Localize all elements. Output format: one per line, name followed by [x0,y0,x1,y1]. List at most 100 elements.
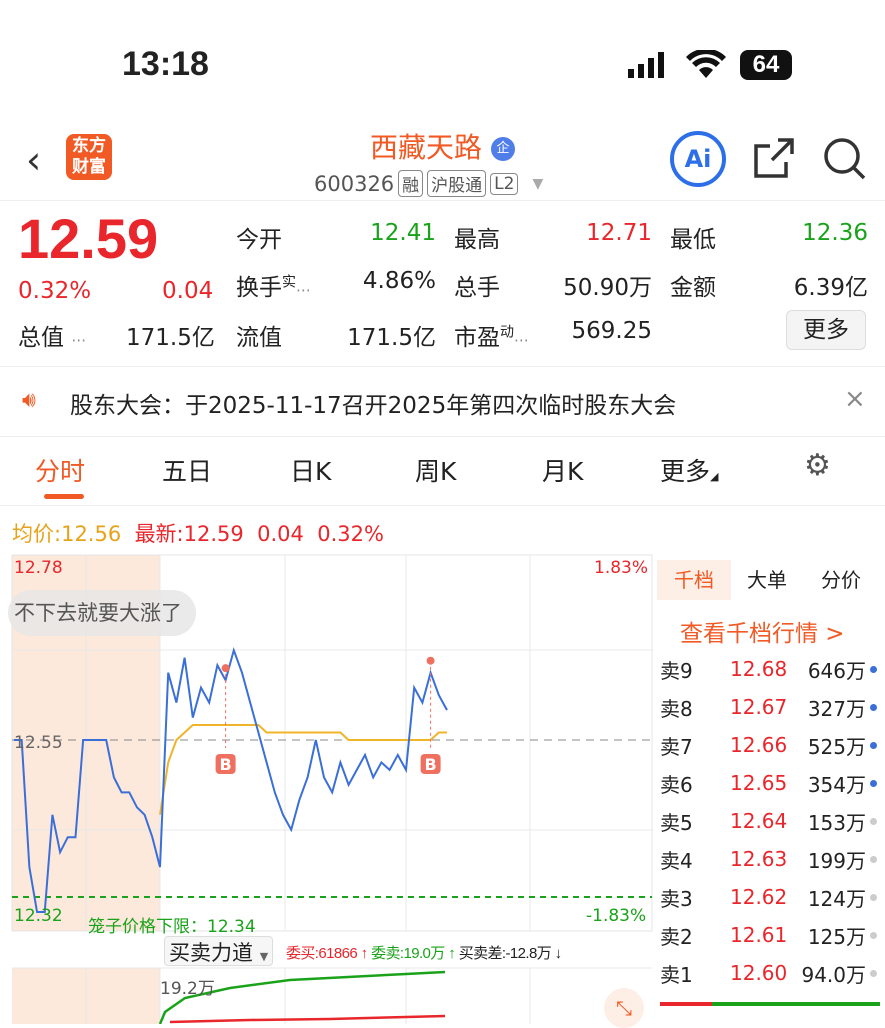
orderbook-tabs: 千档 大单 分价 [657,560,885,600]
volume: 124万 [807,886,866,911]
stock-title: 西藏天路 企 [0,126,885,166]
dot-icon [870,855,877,863]
divider [0,436,885,437]
level: 卖8 [660,696,693,721]
bottom-pct-label: -1.83% [586,906,647,926]
close-notice-icon[interactable]: × [844,384,866,414]
orderbook-row[interactable]: 卖7 12.66 525万 [660,726,880,764]
buy-force-line [169,1014,446,1024]
orderbook-row[interactable]: 卖4 12.63 199万 [660,840,880,878]
level: 卖5 [660,810,693,835]
tab-intraday[interactable]: 分时 [35,457,86,486]
force-selector[interactable]: 买卖力道 ▼ [164,936,274,966]
dot-icon [870,969,877,977]
chart-frame [11,554,653,932]
dot-icon [870,741,877,749]
buy-marker [420,754,441,774]
ref-price-label: 12.55 [14,733,63,753]
field-label: 今开 [236,227,282,253]
back-button[interactable]: ‹ [26,138,42,182]
marker-dot [221,664,230,673]
orderbook-row[interactable]: 卖8 12.67 327万 [660,688,880,726]
price: 12.63 [730,847,788,871]
settings-icon[interactable]: ⚙ [804,448,831,483]
notice-text[interactable]: 股东大会：于2025-11-17召开2025年第四次临时股东大会 [70,393,677,419]
field-label: 换手实⋯ [236,274,311,301]
divider [0,366,885,367]
tag: 融 [398,170,424,197]
top-price-label: 12.78 [14,558,63,578]
force-stats: 委买:61866 ↑ 委卖:19.0万 ↑ 买卖差:-12.8万 ↓ [286,945,562,962]
chart-legend: 均价:12.56 最新:12.59 0.04 0.32% [12,522,384,546]
field-value: 171.5亿 [126,325,215,351]
field-label: 最低 [670,227,716,253]
search-icon[interactable] [822,136,868,182]
bottom-price-label: 12.32 [14,906,63,926]
stock-code: 600326 [314,171,395,196]
field-value: 171.5亿 [347,325,436,351]
dot-icon [870,779,877,787]
top-pct-label: 1.83% [594,558,649,578]
auction-price-line [14,739,161,913]
orderbook-link[interactable]: 查看千档行情 > [680,621,845,647]
field-label: 市盈动⋯ [454,324,529,351]
field-value: 12.36 [802,220,868,246]
buy-marker-label: B [219,755,231,774]
app-logo: 东方 财富 [66,134,112,180]
tab-day-k[interactable]: 日K [290,457,332,486]
tab-more[interactable]: 更多◢ [660,457,719,486]
change-pct: 0.32% [18,278,92,304]
ai-button[interactable]: Ai [670,131,726,187]
level: 卖6 [660,772,693,797]
orderbook-row[interactable]: 卖9 12.68 646万 [660,650,880,688]
force-axis-label: 19.2万 [160,979,215,999]
divider [0,200,885,201]
volume: 94.0万 [801,962,866,987]
status-time: 13:18 [122,45,209,83]
dot-icon [870,817,877,825]
level: 卖4 [660,848,693,873]
orderbook-row[interactable]: 卖5 12.64 153万 [660,802,880,840]
tab-5day[interactable]: 五日 [162,457,213,486]
dropdown-icon[interactable]: ▼ [532,175,544,192]
tab-price-dist[interactable]: 分价 [821,568,861,592]
field-value: 12.41 [370,220,436,246]
active-tab-indicator [44,494,84,499]
price: 12.60 [730,961,788,985]
field-label: 最高 [454,227,500,253]
field-label: 流值 [236,325,282,351]
limit-label: 笼子价格下限：12.34 [88,917,256,937]
volume: 199万 [807,848,866,873]
price: 12.68 [730,657,788,681]
orderbook-row[interactable]: 卖2 12.61 125万 [660,916,880,954]
divider [0,505,885,506]
level: 卖1 [660,962,693,987]
volume: 153万 [807,810,866,835]
dot-icon [870,665,877,673]
volume: 646万 [807,658,866,683]
sell-force-line [158,970,446,1024]
speaker-icon: 🔊︎ [22,388,36,413]
tab-week-k[interactable]: 周K [415,457,457,486]
tab-orderbook[interactable]: 千档 [657,560,731,600]
buy-marker-label: B [424,755,436,774]
stock-code-row[interactable]: 600326 融沪股通 L2 ▼ [314,170,543,197]
battery-indicator: 64 [740,50,792,80]
more-button[interactable]: 更多 [786,310,866,350]
tab-big-orders[interactable]: 大单 [747,568,787,592]
orderbook-row[interactable]: 卖1 12.60 94.0万 [660,954,880,992]
current-price: 12.59 [18,207,159,270]
volume: 525万 [807,734,866,759]
price-line [159,646,448,868]
orderbook-row[interactable]: 卖6 12.65 354万 [660,764,880,802]
change-amount: 0.04 [162,278,214,304]
dot-icon [870,703,877,711]
expand-icon[interactable]: ⤡ [604,988,644,1028]
share-icon[interactable] [752,136,796,180]
orderbook-row[interactable]: 卖3 12.62 124万 [660,878,880,916]
tab-month-k[interactable]: 月K [542,457,584,486]
comment-bubble[interactable]: 不下去就要大涨了 [8,590,196,636]
field-label: 总手 [454,275,500,301]
field-value: 4.86% [362,268,436,294]
tag: L2 [490,172,519,195]
